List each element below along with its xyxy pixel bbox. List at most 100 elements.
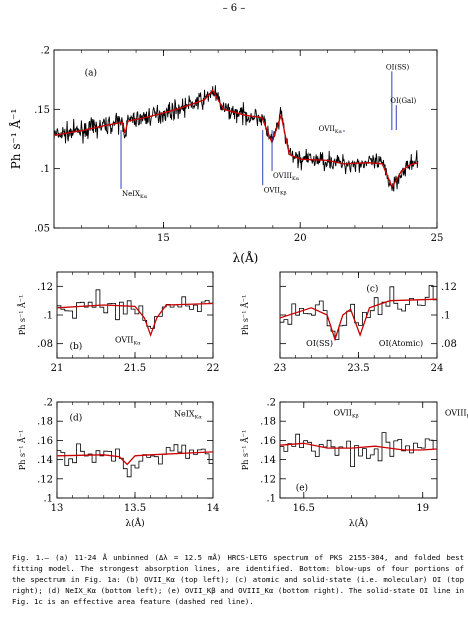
- x-tick-label: 23.5: [347, 363, 369, 374]
- plot-frame: [53, 49, 438, 229]
- x-axis-label: λ(Å): [125, 517, 144, 529]
- data-series: [57, 289, 213, 329]
- x-tick-label: 13: [51, 503, 64, 514]
- annotation-ion: OVIII: [445, 408, 467, 417]
- annotation-label: OI(Gal): [390, 97, 416, 105]
- line-annotation: OVIIKα: [115, 336, 141, 347]
- annotation-label: OI(Atomic): [379, 339, 423, 348]
- line-annotation: NeIXKα: [120, 130, 148, 200]
- line-annotation: OVIIKβ: [262, 130, 287, 196]
- y-tick-label: .1: [43, 494, 53, 505]
- x-tick-label: 15: [157, 233, 170, 244]
- y-tick-label: .2: [266, 398, 276, 409]
- annotation-label: OVIIKα: [319, 125, 343, 135]
- x-axis-label: λ(Å): [349, 517, 368, 529]
- y-axis-label: Ph s⁻¹ Å⁻¹: [241, 430, 250, 470]
- annotation-ion: NeIX: [174, 409, 195, 418]
- annotation-label: NeIXKα: [122, 190, 148, 200]
- annotation-label: OI(SS): [306, 339, 333, 348]
- page-number: – 6 –: [222, 3, 246, 14]
- line-annotation: OI(Gal): [390, 97, 416, 131]
- annotation-ion: OVII: [115, 336, 134, 345]
- y-tick-label: .08: [37, 339, 53, 350]
- y-axis-label: Ph s⁻¹ Å⁻¹: [8, 109, 23, 170]
- panel-label: (b): [69, 341, 82, 352]
- histogram-trace: [280, 432, 437, 467]
- y-tick-label: .1: [40, 164, 50, 175]
- y-tick-label: .12: [441, 282, 457, 293]
- annotation-subscript: Kα: [140, 194, 148, 200]
- model-line: [280, 298, 437, 342]
- annotation-ion: OVII: [333, 408, 352, 417]
- figure-caption: Fig. 1.— (a) 11-24 Å unbinned (Δλ = 12.5…: [12, 553, 464, 606]
- y-axis-label: Ph s⁻¹ Å⁻¹: [18, 430, 27, 470]
- chart-panel-c: 23 23.5 24 .08 .1 .12 Ph s⁻¹ Å⁻¹ (c) OI(SS) OI(At…: [241, 271, 457, 374]
- chart-panel-e: 16.5 19 .1 .12 .14 .16 .18 .2 Ph s⁻¹ Å⁻¹ λ(Å) (e) O…: [241, 398, 468, 530]
- x-tick-label: 22: [207, 363, 220, 374]
- x-tick-label: 25: [431, 233, 444, 244]
- chart-panel-a: 15 20 25 .05 .1 .15 .2 Ph s⁻¹ Å⁻¹ λ(Å) (a) NeIXKα O…: [8, 46, 443, 266]
- x-tick-label: 24: [431, 363, 444, 374]
- annotation-subscript: Kβ: [352, 413, 359, 419]
- x-tick-label: 14: [207, 503, 220, 514]
- x-tick-label: 16.5: [293, 503, 315, 514]
- annotation-subscript: Kα: [335, 129, 343, 135]
- panel-label: (e): [296, 482, 308, 493]
- y-tick-label: .15: [34, 105, 50, 116]
- x-tick-label: 20: [294, 233, 307, 244]
- x-tick-label: 19: [416, 503, 429, 514]
- annotation-ion: OVII: [264, 186, 280, 194]
- data-series: [54, 85, 419, 192]
- x-axis-label: λ(Å): [233, 250, 259, 265]
- y-tick-label: .12: [37, 282, 53, 293]
- y-tick-label: .18: [260, 417, 276, 428]
- x-tick-label: 21: [51, 363, 64, 374]
- data-series: [57, 443, 213, 478]
- histogram-trace: [280, 285, 437, 340]
- x-tick-label: 21.5: [124, 363, 146, 374]
- model-line: [54, 89, 419, 188]
- histogram-trace: [57, 443, 213, 478]
- model-line: [280, 442, 437, 451]
- y-tick-label: .14: [260, 455, 276, 466]
- annotation-ion: OI(SS): [306, 339, 333, 348]
- annotation-ion: OI(Atomic): [379, 339, 423, 348]
- annotation-ion: OI(Gal): [390, 97, 416, 105]
- line-annotation: NeIXKα: [174, 409, 202, 420]
- annotation-ion: OVIII: [273, 172, 292, 180]
- annotation-label: OI(SS): [386, 63, 410, 71]
- annotation-label: NeIXKα: [174, 409, 202, 420]
- x-tick-label: 23: [274, 363, 287, 374]
- y-tick-label: .1: [266, 494, 276, 505]
- y-tick-label: .12: [37, 474, 53, 485]
- annotation-label: OVIIKβ: [264, 186, 287, 196]
- annotation-label: OVIIKα: [115, 336, 141, 347]
- x-tick-label: 13.5: [124, 503, 146, 514]
- y-axis-label: Ph s⁻¹ Å⁻¹: [241, 295, 250, 335]
- line-annotation: OVIIKβ: [333, 408, 358, 419]
- y-tick-label: .14: [37, 455, 53, 466]
- model-line: [57, 451, 213, 466]
- y-tick-label: .05: [34, 224, 50, 235]
- y-tick-label: .1: [43, 311, 53, 322]
- panel-label: (a): [85, 67, 97, 78]
- line-annotation: OI(SS): [386, 63, 410, 131]
- y-tick-label: .16: [37, 436, 53, 447]
- y-tick-label: .1: [441, 311, 451, 322]
- panel-label: (c): [366, 283, 378, 294]
- y-tick-label: .16: [260, 436, 276, 447]
- data-series: [280, 432, 437, 467]
- annotation-ion: OI(SS): [386, 63, 410, 71]
- annotation-subscript: Kα: [467, 413, 468, 419]
- annotation-subscript: Kα: [133, 341, 141, 347]
- panel-label: (d): [69, 412, 82, 423]
- line-annotation: OI(SS): [306, 339, 333, 348]
- line-annotation: OVIIIKα: [271, 130, 300, 182]
- annotation-subscript: Kα: [195, 414, 203, 420]
- annotation-ion: OVII: [319, 125, 335, 133]
- line-annotation: OVIIKα: [319, 125, 345, 135]
- y-tick-label: .2: [43, 398, 53, 409]
- y-tick-label: .2: [40, 46, 50, 57]
- y-tick-label: .12: [260, 474, 276, 485]
